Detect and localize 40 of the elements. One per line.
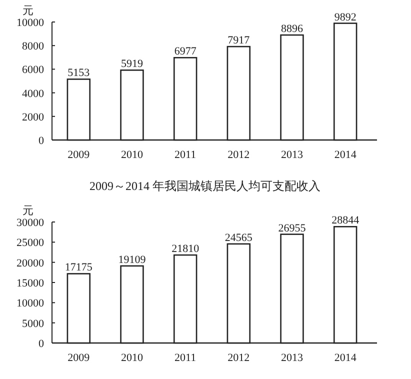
x-tick-label: 2013 (281, 149, 304, 161)
data-label: 8896 (281, 23, 304, 36)
x-tick-label: 2013 (281, 352, 304, 364)
y-tick-label: 2000 (22, 111, 44, 124)
chart-title: 2009～2014 年我国城镇居民人均可支配收入 (90, 179, 320, 193)
y-tick-label: 30000 (16, 217, 44, 229)
y-tick-label: 8000 (22, 40, 44, 53)
data-label: 28844 (332, 214, 360, 227)
y-tick-label: 5000 (22, 318, 44, 330)
data-label: 21810 (172, 243, 200, 256)
y-tick-label: 0 (38, 338, 44, 350)
y-tick-label: 25000 (16, 237, 44, 250)
y-tick-label: 15000 (16, 278, 44, 290)
y-tick-label: 4000 (22, 88, 44, 100)
y-tick-label: 10000 (16, 298, 44, 310)
y-axis-title: 元 (22, 205, 34, 217)
data-label: 6977 (174, 46, 197, 58)
x-tick-label: 2012 (228, 352, 250, 364)
x-tick-label: 2011 (174, 352, 196, 364)
y-tick-label: 20000 (16, 257, 44, 270)
data-label: 19109 (118, 254, 146, 266)
data-label: 17175 (64, 262, 93, 274)
x-tick-label: 2014 (334, 352, 357, 364)
x-tick-label: 2011 (174, 149, 196, 161)
data-label: 26955 (278, 222, 306, 234)
data-label: 7917 (228, 34, 250, 47)
x-tick-label: 2009 (68, 352, 90, 364)
data-label: 24565 (224, 232, 253, 244)
y-tick-label: 10000 (16, 17, 44, 29)
y-tick-label: 6000 (22, 64, 44, 76)
x-tick-label: 2014 (334, 149, 357, 161)
data-label: 9892 (334, 11, 356, 24)
x-tick-label: 2012 (228, 149, 250, 161)
x-tick-label: 2010 (121, 149, 144, 161)
y-tick-label: 0 (38, 135, 44, 147)
x-tick-label: 2009 (68, 149, 90, 161)
data-label: 5153 (68, 67, 90, 80)
y-axis-title: 元 (22, 5, 34, 17)
data-label: 5919 (121, 58, 144, 70)
x-tick-label: 2010 (121, 352, 144, 364)
